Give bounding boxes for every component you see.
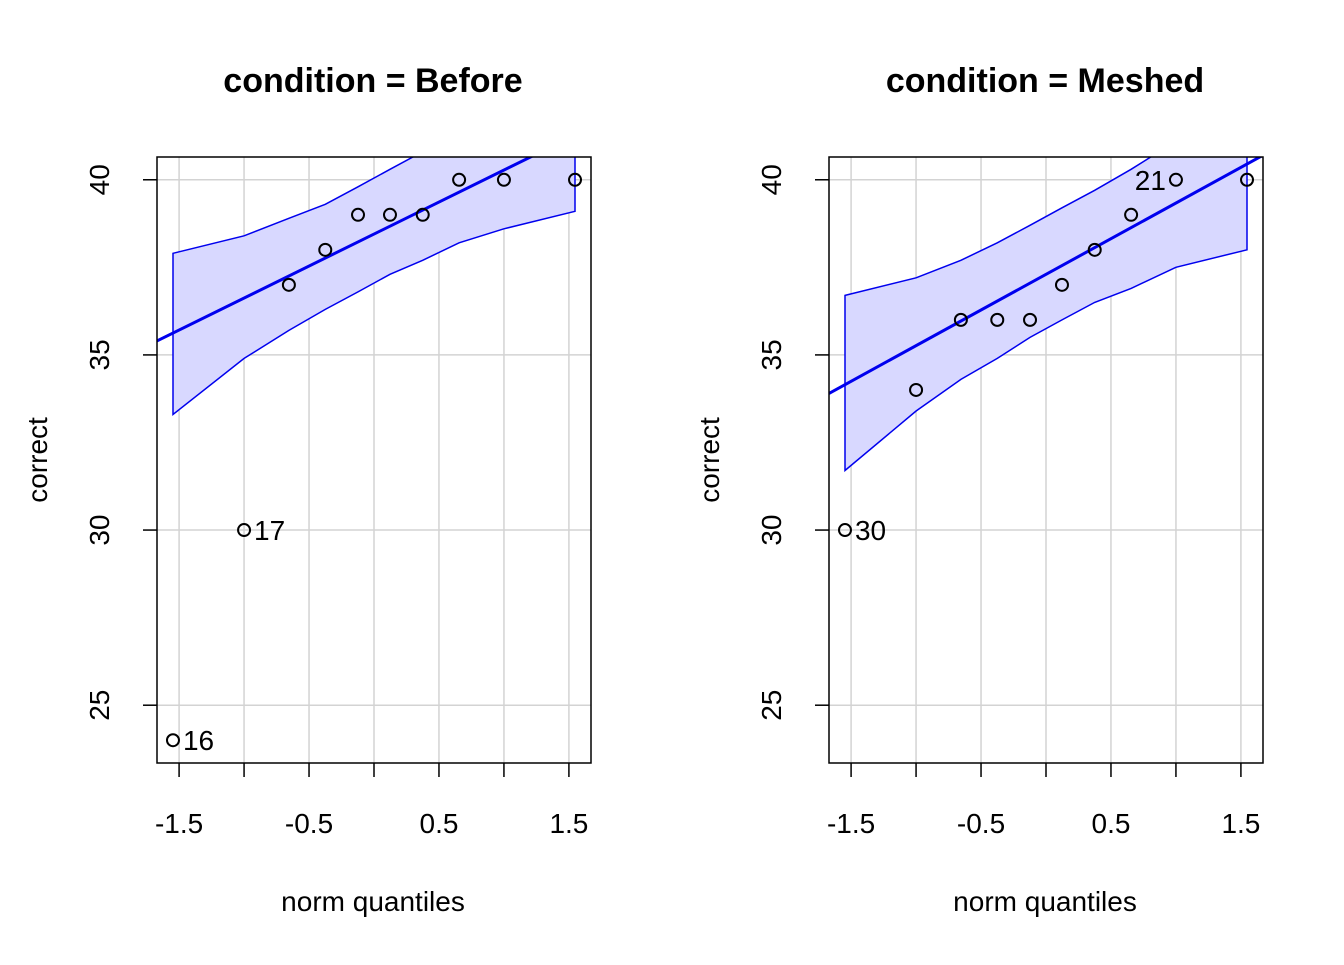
x-tick-label: 1.5	[1221, 808, 1260, 839]
data-point	[1240, 172, 1255, 187]
data-point	[351, 207, 366, 222]
y-axis-label: correct	[694, 417, 725, 503]
data-point	[452, 172, 467, 187]
point-label: 21	[1135, 165, 1166, 196]
y-axis-label: correct	[22, 417, 53, 503]
plot-area-content	[829, 157, 1263, 473]
data-point	[237, 523, 252, 538]
data-point	[953, 312, 968, 327]
data-point	[909, 382, 924, 397]
panel-title: condition = Meshed	[886, 62, 1204, 100]
point-label: 16	[183, 725, 214, 756]
x-axis-label: norm quantiles	[953, 886, 1137, 917]
reference-line	[829, 157, 1263, 395]
data-point	[1124, 207, 1139, 222]
data-point	[415, 207, 430, 222]
x-tick-label: 0.5	[1092, 808, 1131, 839]
data-point	[165, 733, 180, 748]
data-point	[1168, 172, 1183, 187]
data-point	[318, 242, 333, 257]
y-tick-label: 35	[84, 339, 115, 370]
data-point	[837, 523, 852, 538]
x-axis-label: norm quantiles	[281, 886, 465, 917]
data-point	[1087, 242, 1102, 257]
x-tick-label: 0.5	[420, 808, 459, 839]
x-tick-label: -0.5	[957, 808, 1005, 839]
x-tick-label: -1.5	[827, 808, 875, 839]
y-tick-label: 25	[756, 690, 787, 721]
data-point	[990, 312, 1005, 327]
panel-meshed: condition = Meshed norm quantiles correc…	[694, 62, 1264, 917]
confidence-envelope	[172, 157, 576, 417]
y-tick-label: 40	[84, 164, 115, 195]
y-tick-label: 30	[84, 514, 115, 545]
y-tick-label: 40	[756, 164, 787, 195]
reference-line	[157, 157, 534, 343]
data-point	[568, 172, 583, 187]
confidence-envelope	[844, 157, 1248, 473]
y-tick-label: 25	[84, 690, 115, 721]
plot-area-content	[157, 157, 576, 417]
data-point	[1023, 312, 1038, 327]
x-tick-label: -0.5	[285, 808, 333, 839]
x-tick-label: -1.5	[155, 808, 203, 839]
y-tick-label: 35	[756, 339, 787, 370]
y-tick-label: 30	[756, 514, 787, 545]
panel-title: condition = Before	[223, 62, 522, 100]
data-point	[382, 207, 397, 222]
panel-before: condition = Before norm quantiles correc…	[22, 62, 592, 917]
data-point	[1054, 277, 1069, 292]
data-point	[496, 172, 511, 187]
x-tick-label: 1.5	[549, 808, 588, 839]
point-label: 17	[254, 515, 285, 546]
point-label: 30	[855, 515, 886, 546]
data-point	[281, 277, 296, 292]
